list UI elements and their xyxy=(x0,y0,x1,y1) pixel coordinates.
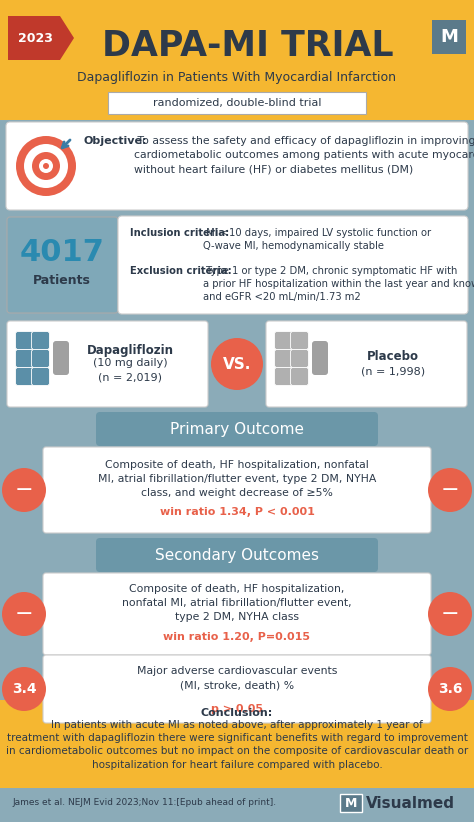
FancyBboxPatch shape xyxy=(43,655,431,723)
FancyBboxPatch shape xyxy=(16,331,34,349)
Circle shape xyxy=(2,468,46,512)
Circle shape xyxy=(2,592,46,636)
FancyBboxPatch shape xyxy=(53,341,69,375)
FancyBboxPatch shape xyxy=(291,349,309,367)
Circle shape xyxy=(428,667,472,711)
Text: Composite of death, HF hospitalization,
nonfatal MI, atrial fibrillation/flutter: Composite of death, HF hospitalization, … xyxy=(122,584,352,622)
FancyBboxPatch shape xyxy=(31,349,49,367)
Text: win ratio 1.20, P=0.015: win ratio 1.20, P=0.015 xyxy=(164,632,310,642)
Text: To assess the safety and efficacy of dapagliflozin in improving
cardiometabolic : To assess the safety and efficacy of dap… xyxy=(134,136,474,174)
FancyBboxPatch shape xyxy=(7,321,208,407)
FancyBboxPatch shape xyxy=(16,349,34,367)
Text: win ratio 1.34, P < 0.001: win ratio 1.34, P < 0.001 xyxy=(160,507,314,517)
Circle shape xyxy=(428,592,472,636)
Circle shape xyxy=(428,468,472,512)
FancyBboxPatch shape xyxy=(274,367,292,386)
Text: 3.4: 3.4 xyxy=(12,682,36,696)
Text: Secondary Outcomes: Secondary Outcomes xyxy=(155,547,319,562)
Text: −: − xyxy=(441,480,459,500)
Text: Exclusion criteria:: Exclusion criteria: xyxy=(130,266,232,276)
Text: Placebo: Placebo xyxy=(367,350,419,363)
FancyBboxPatch shape xyxy=(43,573,431,655)
FancyBboxPatch shape xyxy=(43,447,431,533)
FancyBboxPatch shape xyxy=(118,216,468,314)
Text: −: − xyxy=(441,604,459,624)
Text: Composite of death, HF hospitalization, nonfatal
MI, atrial fibrillation/flutter: Composite of death, HF hospitalization, … xyxy=(98,460,376,498)
FancyBboxPatch shape xyxy=(96,538,378,572)
Text: Objective:: Objective: xyxy=(84,136,147,146)
Circle shape xyxy=(16,136,76,196)
Bar xyxy=(0,120,474,700)
FancyBboxPatch shape xyxy=(7,217,118,313)
Text: 2023: 2023 xyxy=(18,31,53,44)
Text: Dapagliflozin: Dapagliflozin xyxy=(86,344,173,357)
FancyBboxPatch shape xyxy=(96,412,378,446)
Circle shape xyxy=(2,667,46,711)
Text: M: M xyxy=(440,28,458,46)
Text: Dapagliflozin in Patients With Myocardial Infarction: Dapagliflozin in Patients With Myocardia… xyxy=(78,72,396,85)
Text: James et al. NEJM Evid 2023;Nov 11:[Epub ahead of print].: James et al. NEJM Evid 2023;Nov 11:[Epub… xyxy=(12,797,276,806)
Text: In patients with acute MI as noted above, after approximately 1 year of
treatmen: In patients with acute MI as noted above… xyxy=(6,720,468,769)
Text: DAPA-MI TRIAL: DAPA-MI TRIAL xyxy=(102,29,394,63)
FancyBboxPatch shape xyxy=(312,341,328,375)
FancyBboxPatch shape xyxy=(432,20,466,54)
FancyBboxPatch shape xyxy=(31,331,49,349)
FancyBboxPatch shape xyxy=(16,367,34,386)
Bar xyxy=(0,788,474,822)
Text: Major adverse cardiovascular events
(MI, stroke, death) %: Major adverse cardiovascular events (MI,… xyxy=(137,666,337,690)
Text: p > 0.05: p > 0.05 xyxy=(211,704,263,714)
Circle shape xyxy=(24,144,68,188)
FancyBboxPatch shape xyxy=(6,122,468,210)
Text: (10 mg daily): (10 mg daily) xyxy=(93,358,167,368)
Circle shape xyxy=(39,159,53,173)
Text: 3.6: 3.6 xyxy=(438,682,462,696)
FancyBboxPatch shape xyxy=(291,367,309,386)
FancyBboxPatch shape xyxy=(291,331,309,349)
Text: randomized, double-blind trial: randomized, double-blind trial xyxy=(153,98,321,108)
FancyBboxPatch shape xyxy=(340,794,362,812)
Text: M: M xyxy=(345,797,357,810)
Circle shape xyxy=(43,163,49,169)
Text: 4017: 4017 xyxy=(19,238,104,266)
Circle shape xyxy=(211,338,263,390)
Text: Patients: Patients xyxy=(33,274,91,287)
Bar xyxy=(0,700,474,788)
Text: VS.: VS. xyxy=(223,357,251,372)
Text: (n = 1,998): (n = 1,998) xyxy=(361,366,425,376)
Text: −: − xyxy=(15,480,33,500)
Text: (n = 2,019): (n = 2,019) xyxy=(98,372,162,382)
FancyBboxPatch shape xyxy=(108,92,366,114)
Polygon shape xyxy=(8,16,74,60)
Text: Primary Outcome: Primary Outcome xyxy=(170,422,304,436)
Text: −: − xyxy=(15,604,33,624)
Text: Visualmed: Visualmed xyxy=(366,796,455,810)
FancyBboxPatch shape xyxy=(266,321,467,407)
Text: Type 1 or type 2 DM, chronic symptomatic HF with
a prior HF hospitalization with: Type 1 or type 2 DM, chronic symptomatic… xyxy=(203,266,474,302)
FancyBboxPatch shape xyxy=(31,367,49,386)
Text: Conclusion:: Conclusion: xyxy=(201,708,273,718)
Text: MI <10 days, impaired LV systolic function or
Q-wave MI, hemodynamically stable: MI <10 days, impaired LV systolic functi… xyxy=(203,228,431,252)
FancyBboxPatch shape xyxy=(274,331,292,349)
Bar xyxy=(0,0,474,120)
Circle shape xyxy=(32,152,60,180)
FancyBboxPatch shape xyxy=(274,349,292,367)
Text: Inclusion criteria:: Inclusion criteria: xyxy=(130,228,229,238)
